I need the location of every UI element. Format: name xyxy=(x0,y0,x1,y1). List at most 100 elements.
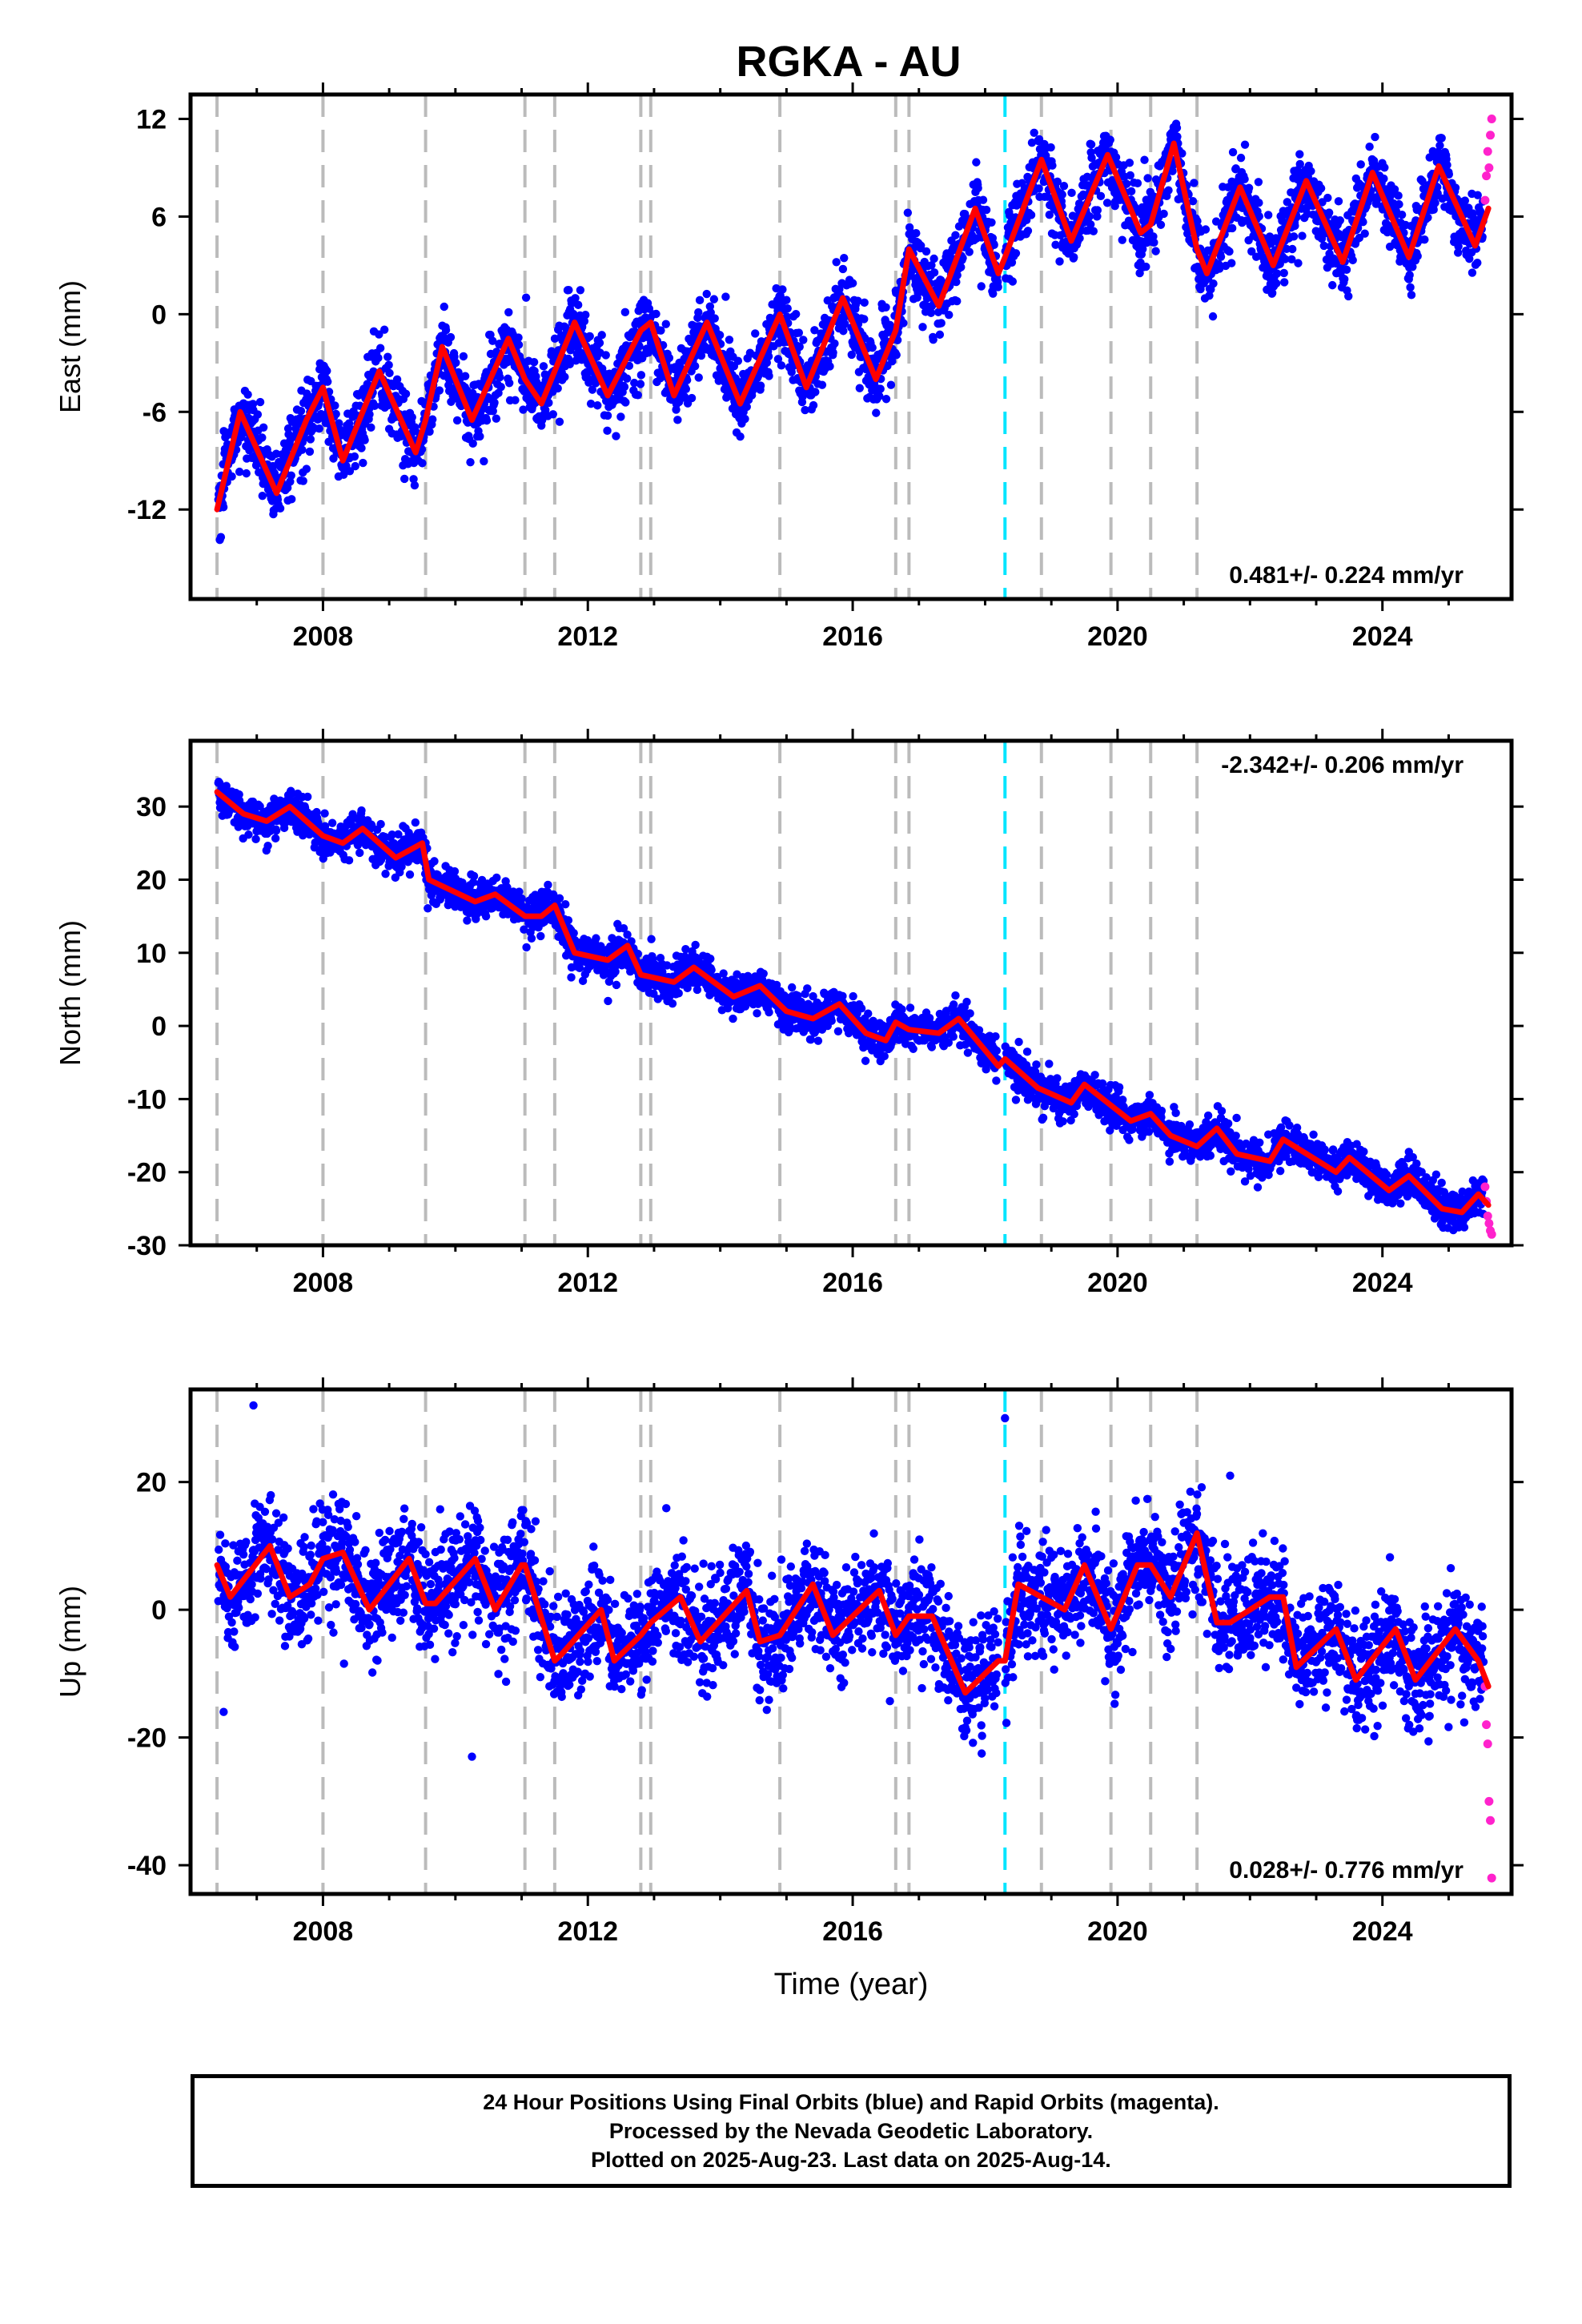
final-orbit-point xyxy=(268,461,278,471)
final-orbit-point xyxy=(623,930,632,939)
final-orbit-point xyxy=(1125,159,1134,167)
final-orbit-point xyxy=(1390,185,1399,194)
final-orbit-point xyxy=(1188,196,1198,206)
final-orbit-point xyxy=(1437,134,1446,143)
final-orbit-point xyxy=(723,1003,733,1013)
final-orbit-point xyxy=(847,350,856,360)
final-orbit-point xyxy=(729,1014,737,1023)
final-orbit-point xyxy=(881,395,891,404)
final-orbit-point xyxy=(795,342,804,352)
final-orbit-point xyxy=(281,818,290,827)
final-orbit-point xyxy=(1418,176,1427,186)
final-orbit-point xyxy=(555,894,564,903)
final-orbit-point xyxy=(1453,248,1463,257)
final-orbit-point xyxy=(385,368,394,378)
final-orbit-point xyxy=(1138,244,1147,254)
final-orbit-point xyxy=(1420,235,1429,244)
final-orbit-point xyxy=(840,253,849,263)
final-orbit-point xyxy=(286,477,295,486)
y-axis-label: East (mm) xyxy=(54,280,86,413)
final-orbit-point xyxy=(1247,247,1256,256)
final-orbit-point xyxy=(1045,210,1054,219)
final-orbit-point xyxy=(441,326,451,335)
final-orbit-point xyxy=(848,279,857,287)
final-orbit-point xyxy=(425,427,434,436)
final-orbit-point xyxy=(1026,211,1036,219)
final-orbit-point xyxy=(394,830,403,839)
final-orbit-point xyxy=(1126,171,1134,180)
final-orbit-point xyxy=(1193,216,1202,226)
final-orbit-point xyxy=(930,254,938,263)
final-orbit-point xyxy=(624,361,634,371)
final-orbit-point xyxy=(694,373,703,382)
final-orbit-point xyxy=(1209,279,1218,288)
final-orbit-point xyxy=(777,361,786,370)
final-orbit-point xyxy=(1282,244,1291,254)
final-orbit-point xyxy=(682,376,692,384)
final-orbit-point xyxy=(1431,199,1439,207)
final-orbit-point xyxy=(860,315,869,324)
final-orbit-point xyxy=(1348,255,1357,265)
final-orbit-point xyxy=(1215,264,1224,273)
final-orbit-point xyxy=(1173,132,1182,141)
final-orbit-point xyxy=(612,980,621,990)
final-orbit-point xyxy=(435,386,444,395)
final-orbit-point xyxy=(555,417,564,426)
final-orbit-point xyxy=(440,302,448,312)
final-orbit-point xyxy=(1335,216,1344,225)
final-orbit-point xyxy=(1365,142,1374,151)
final-orbit-point xyxy=(762,358,771,368)
final-orbit-point xyxy=(303,389,311,398)
final-orbit-point xyxy=(1075,234,1084,243)
final-orbit-point xyxy=(1423,213,1432,222)
final-orbit-point xyxy=(544,398,553,408)
final-orbit-point xyxy=(1240,140,1250,149)
final-orbit-point xyxy=(411,818,420,827)
final-orbit-point xyxy=(680,392,689,401)
final-orbit-point xyxy=(1356,160,1365,169)
final-orbit-point xyxy=(351,461,359,471)
final-orbit-point xyxy=(480,456,488,466)
final-orbit-point xyxy=(733,356,743,365)
final-orbit-point xyxy=(839,327,848,336)
final-orbit-point xyxy=(1295,159,1304,169)
final-orbit-point xyxy=(219,503,228,512)
final-orbit-point xyxy=(468,878,478,887)
final-orbit-point xyxy=(476,432,484,441)
final-orbit-point xyxy=(401,389,411,399)
final-orbit-point xyxy=(263,841,272,850)
final-orbit-point xyxy=(872,408,881,417)
final-orbit-point xyxy=(376,819,385,829)
final-orbit-point xyxy=(1254,178,1263,187)
final-orbit-point xyxy=(1473,258,1482,267)
final-orbit-point xyxy=(1093,212,1102,221)
final-orbit-point xyxy=(1030,128,1038,137)
final-orbit-point xyxy=(580,316,589,326)
final-orbit-point xyxy=(539,362,548,371)
final-orbit-point xyxy=(335,419,343,428)
final-orbit-point xyxy=(1340,275,1349,283)
final-orbit-point xyxy=(468,439,477,448)
final-orbit-point xyxy=(1151,247,1160,255)
final-orbit-point xyxy=(504,308,513,317)
final-orbit-point xyxy=(1159,209,1168,219)
final-orbit-point xyxy=(668,999,677,1008)
final-orbit-point xyxy=(1089,227,1098,235)
final-orbit-point xyxy=(665,353,674,363)
panel-north: 2008 2012 2016 2020 2024-30-20-100102030Nort… xyxy=(54,729,1524,1298)
final-orbit-point xyxy=(1126,187,1136,196)
final-orbit-point xyxy=(1055,257,1064,266)
final-orbit-point xyxy=(611,961,620,971)
final-orbit-point xyxy=(957,263,966,271)
rapid-orbit-point xyxy=(1487,114,1496,123)
final-orbit-point xyxy=(935,330,945,340)
final-orbit-point xyxy=(921,247,931,256)
final-orbit-point xyxy=(581,310,590,320)
final-orbit-point xyxy=(1023,227,1033,235)
final-orbit-point xyxy=(306,435,315,444)
final-orbit-point xyxy=(982,205,991,215)
final-orbit-point xyxy=(1263,211,1273,219)
final-orbit-point xyxy=(365,410,374,419)
final-orbit-point xyxy=(392,375,402,384)
